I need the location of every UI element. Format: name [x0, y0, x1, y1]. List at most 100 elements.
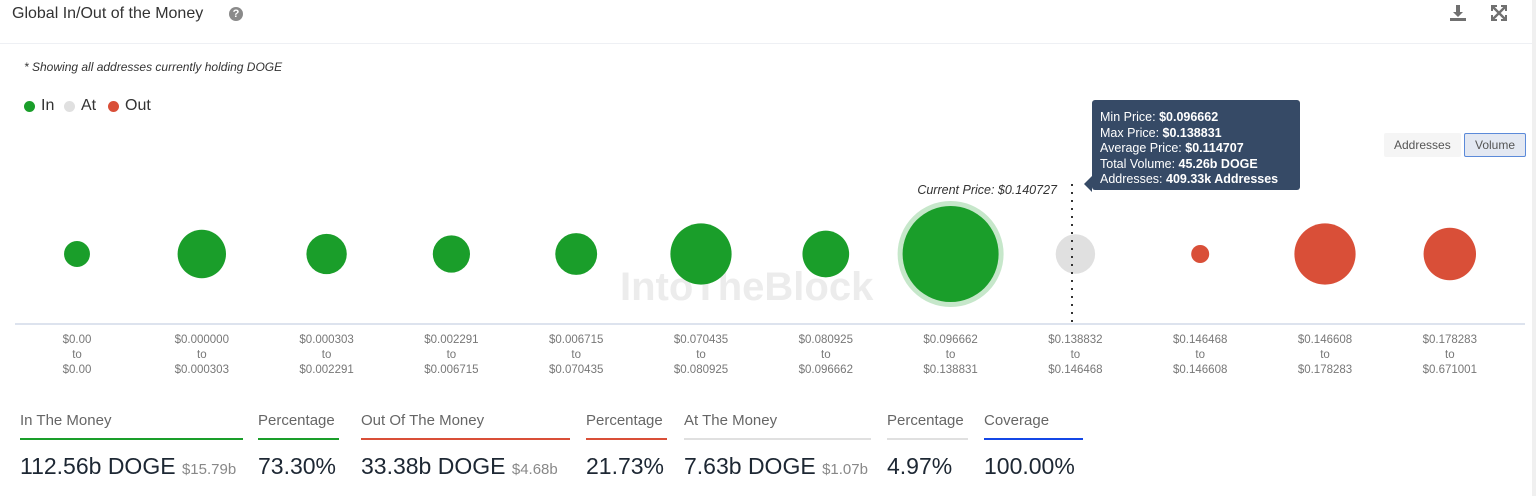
x-tick-sep: to	[322, 349, 332, 361]
legend-dot-in	[24, 100, 35, 112]
x-tick-from: $0.146468	[1173, 334, 1227, 346]
bubble-out[interactable]	[1191, 245, 1210, 263]
bubble-in[interactable]	[670, 223, 732, 285]
expand-icon[interactable]	[1490, 4, 1508, 28]
stat-value: 33.38b DOGE	[361, 453, 506, 479]
stat-label: Percentage	[586, 412, 663, 429]
x-tick-from: $0.000303	[299, 334, 353, 346]
stat-underline	[258, 438, 339, 440]
stat-coverage: Coverage 100.00%	[984, 412, 1083, 480]
x-tick-from: $0.070435	[674, 334, 728, 346]
stat-usd: $4.68b	[511, 461, 558, 478]
legend-label: At	[81, 97, 97, 114]
chart-note: * Showing all addresses currently holdin…	[24, 60, 283, 74]
x-tick-from: $0.096662	[923, 334, 977, 346]
x-tick-to: $0.080925	[674, 364, 728, 376]
stat-value: 7.63b DOGE	[684, 453, 816, 479]
legend-out[interactable]: Out	[108, 97, 151, 115]
x-tick-sep: to	[447, 349, 457, 361]
tooltip-avg-label: Average Price:	[1100, 141, 1182, 155]
x-tick-to: $0.00	[63, 364, 92, 376]
stat-underline	[361, 438, 570, 440]
question-circle-icon[interactable]: ?	[229, 7, 243, 21]
stat-label: Percentage	[258, 412, 335, 429]
stat-out-percentage: Percentage 21.73%	[586, 412, 667, 480]
legend-label: Out	[125, 97, 151, 114]
tooltip-volume-value: 45.26b DOGE	[1178, 156, 1258, 171]
x-tick-sep: to	[946, 349, 956, 361]
x-tick-to: $0.002291	[299, 364, 353, 376]
stat-value: 100.00%	[984, 453, 1075, 479]
stat-underline	[887, 438, 968, 440]
bubble-in[interactable]	[177, 229, 226, 279]
stat-value: 73.30%	[258, 453, 337, 479]
bubble-in[interactable]	[555, 233, 598, 275]
stat-label: In The Money	[20, 412, 112, 429]
stat-underline	[586, 438, 667, 440]
stat-value: 112.56b DOGE	[20, 453, 176, 479]
panel-border	[1532, 0, 1536, 496]
stat-usd: $1.07b	[822, 461, 868, 478]
bubble-in[interactable]	[306, 233, 347, 275]
tooltip-min-value: $0.096662	[1159, 110, 1219, 124]
stat-value: 4.97%	[887, 453, 953, 479]
stat-usd: $15.79b	[181, 461, 237, 478]
bubble-in[interactable]	[802, 230, 850, 278]
stat-underline	[984, 438, 1083, 440]
tooltip-volume-label: Total Volume:	[1100, 156, 1176, 171]
header-divider	[0, 43, 1536, 44]
x-tick-from: $0.00	[63, 334, 92, 346]
x-tick-to: $0.070435	[549, 364, 603, 376]
x-tick-sep: to	[72, 349, 82, 361]
tooltip-addresses-label: Addresses:	[1100, 172, 1163, 186]
tooltip-max-label: Max Price:	[1100, 125, 1160, 140]
stat-out-of-the-money: Out Of The Money 33.38b DOGE $4.68b	[361, 412, 570, 480]
legend-label: In	[41, 97, 55, 114]
addresses-toggle-button[interactable]: Addresses	[1384, 133, 1461, 157]
stat-label: At The Money	[684, 412, 778, 429]
bubble-out[interactable]	[1423, 227, 1477, 281]
tooltip-min-label: Min Price:	[1100, 110, 1156, 124]
x-tick-to: $0.146468	[1048, 364, 1102, 376]
x-tick-to: $0.671001	[1423, 364, 1477, 376]
stat-at-percentage: Percentage 4.97%	[887, 412, 968, 480]
tooltip-avg-value: $0.114707	[1185, 141, 1244, 155]
tooltip-arrow	[1084, 176, 1092, 192]
x-tick-from: $0.006715	[549, 334, 603, 346]
x-tick-sep: to	[1195, 349, 1205, 361]
x-tick-sep: to	[571, 349, 581, 361]
x-tick-from: $0.178283	[1423, 334, 1477, 346]
legend-in[interactable]: In	[24, 97, 54, 115]
x-tick-to: $0.096662	[799, 364, 853, 376]
stat-underline	[684, 438, 871, 440]
x-tick-to: $0.006715	[424, 364, 478, 376]
x-tick-to: $0.146608	[1173, 364, 1227, 376]
x-tick-to: $0.138831	[923, 364, 977, 376]
legend-at[interactable]: At	[64, 97, 96, 115]
x-tick-from: $0.146608	[1298, 334, 1352, 346]
bubble-in[interactable]	[902, 206, 999, 302]
download-icon[interactable]	[1448, 3, 1468, 29]
x-tick-sep: to	[1320, 349, 1330, 361]
bubble-out[interactable]	[1294, 223, 1356, 285]
bubble-in[interactable]	[432, 235, 471, 273]
page-title: Global In/Out of the Money	[12, 5, 204, 22]
x-tick-from: $0.138832	[1048, 334, 1102, 346]
legend-dot-out	[108, 100, 119, 112]
stat-label: Coverage	[984, 412, 1050, 429]
bubble-at[interactable]	[1055, 234, 1096, 274]
stat-in-percentage: Percentage 73.30%	[258, 412, 339, 480]
stat-at-the-money: At The Money 7.63b DOGE $1.07b	[684, 412, 871, 480]
x-tick-from: $0.000000	[175, 334, 229, 346]
tooltip-max-value: $0.138831	[1162, 125, 1222, 140]
stat-value: 21.73%	[586, 453, 665, 479]
x-tick-sep: to	[197, 349, 207, 361]
current-price-label: Current Price: $0.140727	[917, 183, 1058, 197]
x-tick-from: $0.080925	[799, 334, 853, 346]
x-tick-sep: to	[1445, 349, 1455, 361]
bubble-tooltip: Min Price: $0.096662 Max Price: $0.13883…	[1092, 100, 1300, 190]
legend-dot-at	[64, 100, 75, 112]
tooltip-addresses-value: 409.33k Addresses	[1166, 172, 1279, 186]
bubble-in[interactable]	[64, 241, 90, 267]
volume-toggle-button[interactable]: Volume	[1464, 133, 1527, 157]
